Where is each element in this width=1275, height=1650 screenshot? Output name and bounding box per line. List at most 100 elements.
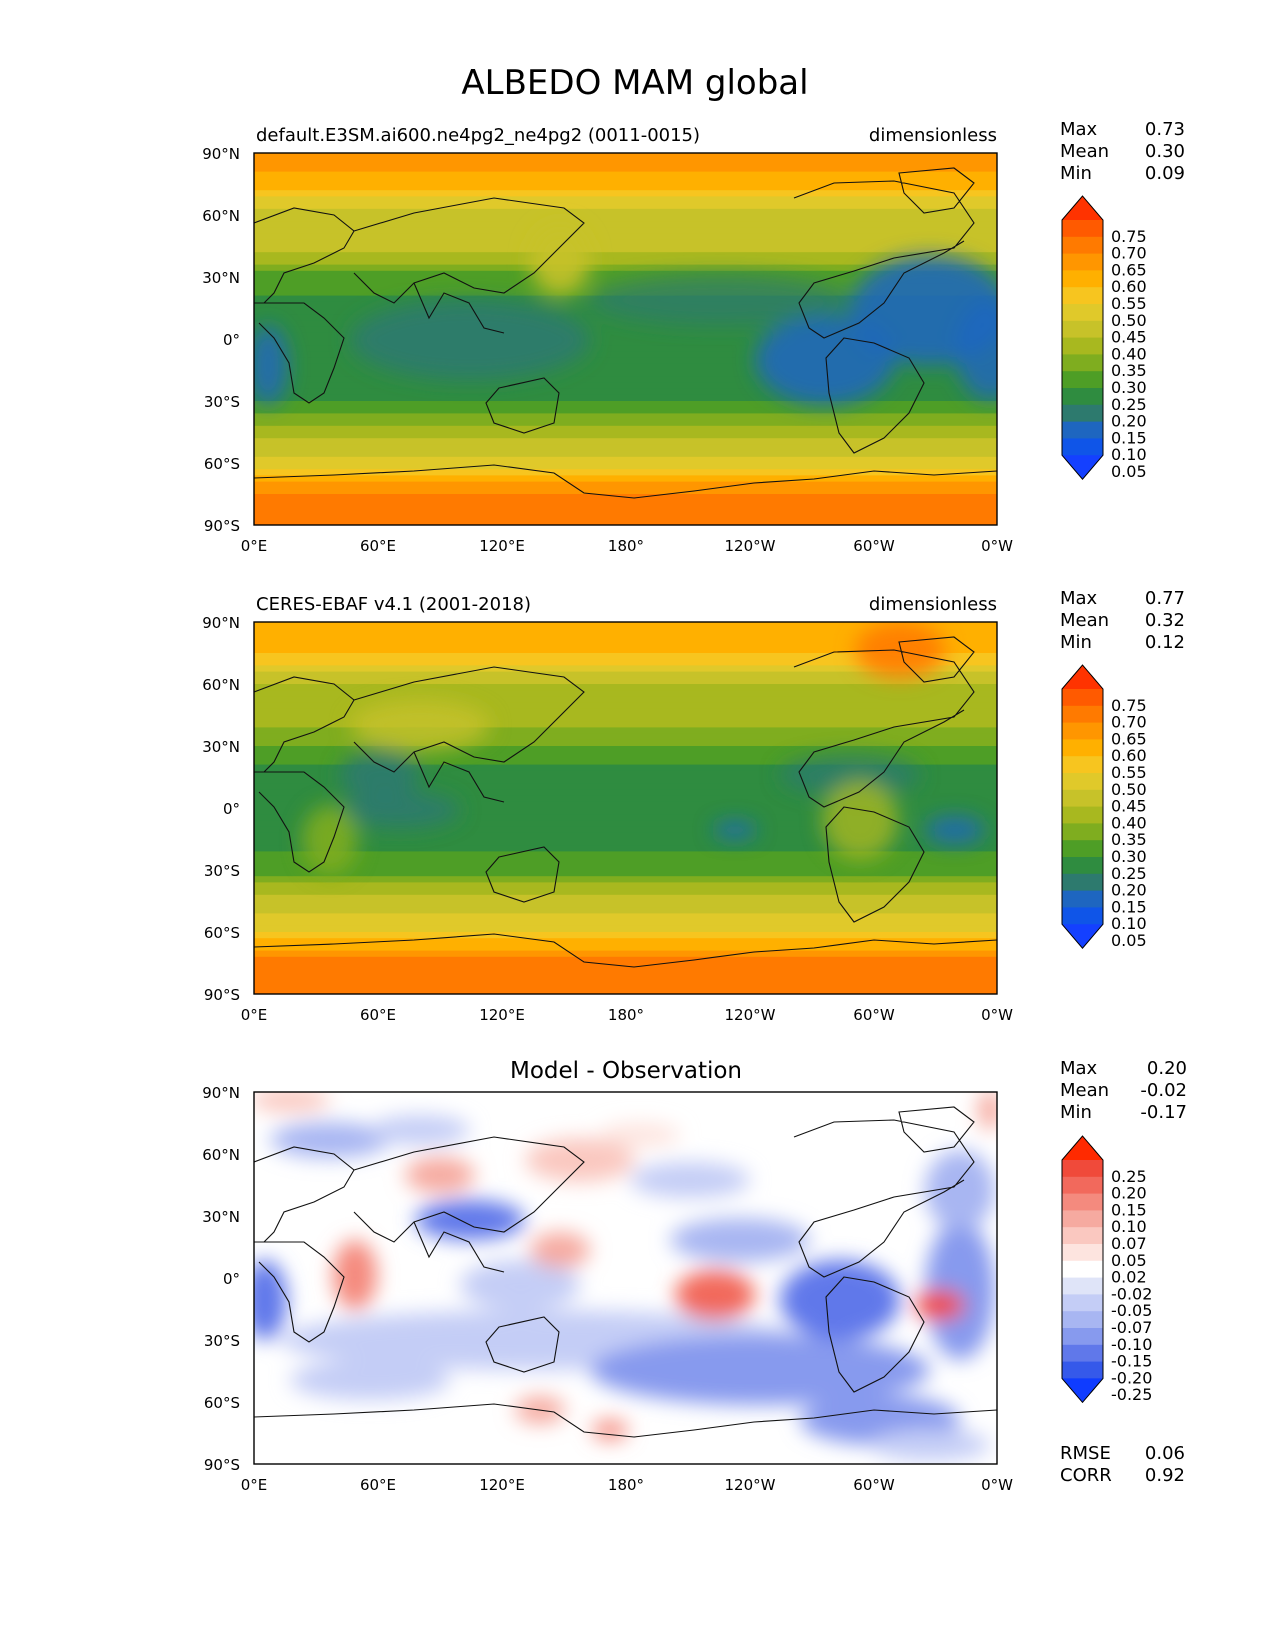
albedo-band [254,159,997,166]
albedo-band [254,339,997,346]
colorbar-segment [1062,840,1103,858]
albedo-band [254,506,997,514]
colorbar-segment [1062,705,1103,724]
lat-tick-label: 30°S [204,393,240,411]
albedo-band [254,956,997,964]
albedo-band [254,394,997,402]
colorbar-tick-label: 0.45 [1111,328,1147,347]
lon-tick-label: 60°W [853,1006,895,1024]
albedo-band [254,851,997,859]
colorbar-segment [1062,1260,1103,1279]
colorbar-tick-label: 0.30 [1111,378,1147,397]
lat-tick-label: 60°N [202,207,240,225]
albedo-band [254,628,997,635]
colorbar-segment [1062,388,1103,406]
colorbar-tick-label: 0.75 [1111,696,1147,715]
albedo-band [254,938,997,945]
colorbar-tick-label: -0.07 [1111,1318,1152,1337]
metric-label: RMSE [1060,1443,1111,1464]
stat-value: -0.17 [1140,1102,1187,1123]
colorbar-outline [1061,664,1104,949]
albedo-band [254,177,997,185]
figure-title: ALBEDO MAM global [461,63,808,103]
albedo-band [254,646,997,654]
albedo-band [254,696,997,704]
colorbar-tick-label: 0.75 [1111,227,1147,246]
albedo-band [254,382,997,390]
colorbar-segment [1062,287,1103,305]
lat-tick-label: 90°S [204,517,240,535]
colorbar-segment [1062,1210,1103,1228]
albedo-band [254,277,997,284]
colorbar-segment [1062,371,1103,389]
coastlines [253,636,998,968]
albedo-band [254,518,997,525]
stat-label: Mean [1060,610,1109,631]
albedo-band [254,913,997,921]
stat-value: 0.73 [1145,119,1185,140]
stat-value: 0.32 [1145,610,1185,631]
plot-frame [253,1091,998,1465]
colorbar-segment [1062,806,1103,824]
lat-tick-label: 0° [223,1270,240,1288]
lon-tick-label: 0°W [981,1006,1013,1024]
albedo-band [254,246,997,253]
metric-label: CORR [1060,1465,1112,1486]
lat-tick-label: 60°S [204,924,240,942]
albedo-band [254,634,997,642]
panel-obs-units: dimensionless [869,594,997,615]
albedo-band [254,702,997,710]
albedo-band [254,376,997,383]
lat-tick-labels: 90°N 60°N 30°N 0° 30°S 60°S 90°S [202,145,240,535]
albedo-band [254,481,997,489]
albedo-band [254,456,997,464]
colorbar-tick-label: 0.35 [1111,361,1147,380]
colorbar-tick-label: 0.10 [1111,1217,1147,1236]
plot-frame [253,621,998,995]
lon-tick-label: 180° [608,1476,644,1494]
colorbar-segment [1062,1328,1103,1346]
colorbar-tick-label: -0.20 [1111,1368,1152,1387]
metric-value: 0.92 [1145,1465,1185,1486]
albedo-band [254,901,997,908]
colorbar-tick-label: 0.65 [1111,260,1147,279]
colorbar-segment [1062,907,1103,925]
albedo-band [254,932,997,939]
albedo-band [254,764,997,772]
colorbar-segment [1062,789,1103,808]
colorbar-segment [1062,1277,1103,1295]
colorbar-tick-label: 0.60 [1111,746,1147,765]
albedo-band [254,795,997,803]
albedo-band [254,944,997,952]
albedo-band [254,857,997,865]
lat-tick-label: 90°N [202,614,240,632]
colorbar-tick-label: 0.60 [1111,277,1147,296]
albedo-band [254,715,997,722]
colorbar-segment [1062,1294,1103,1312]
albedo-band [254,345,997,352]
stat-value: 0.12 [1145,632,1185,653]
colorbar-segment [1062,1193,1103,1211]
lat-tick-label: 60°N [202,1146,240,1164]
albedo-band [254,184,997,191]
albedo-band [254,870,997,877]
albedo-band [254,196,997,204]
colorbar-segment [1062,823,1103,841]
albedo-band [254,370,997,377]
stats-box: Max 0.20 Mean -0.02 Min -0.17 [1060,1058,1187,1123]
stat-value: 0.77 [1145,588,1185,609]
albedo-band [254,190,997,197]
lon-tick-label: 60°W [853,1476,895,1494]
stats-box: Max 0.77 Mean 0.32 Min 0.12 [1060,588,1185,653]
albedo-band [254,770,997,778]
albedo-band [254,814,997,821]
stats-box: Max 0.73 Mean 0.30 Min 0.09 [1060,119,1185,184]
colorbar-segment [1062,421,1103,439]
albedo-band [254,233,997,241]
colorbar-segment [1062,320,1103,339]
colorbar-tick-label: 0.25 [1111,864,1147,883]
lon-tick-label: 60°E [360,537,396,555]
albedo-band [254,950,997,958]
albedo-band [254,801,997,809]
lon-tick-label: 60°E [360,1476,396,1494]
